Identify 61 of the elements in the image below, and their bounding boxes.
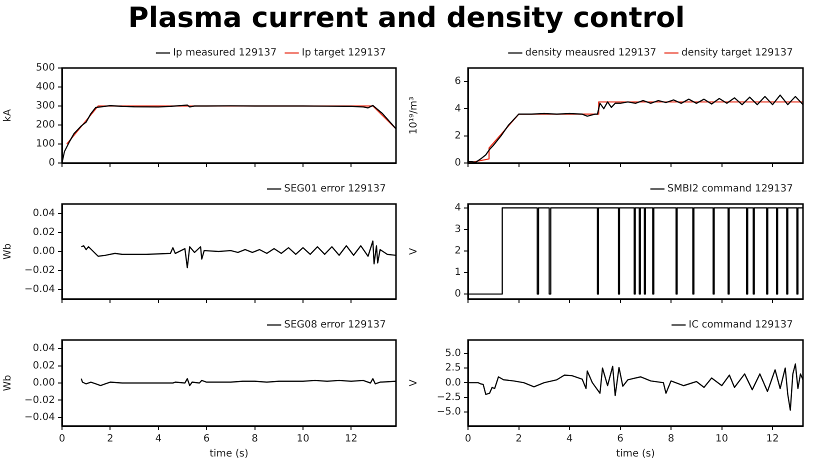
x-tick-label: 4 xyxy=(155,434,162,445)
y-tick-label: −0.04 xyxy=(24,284,55,296)
legend-label: IC command 129137 xyxy=(688,320,793,331)
x-tick-label: 10 xyxy=(296,434,310,445)
x-axis-title: time (s) xyxy=(616,448,655,460)
y-tick-label: −0.02 xyxy=(24,394,55,406)
legend-label: Ip measured 129137 xyxy=(172,48,277,59)
y-tick-label: 0.00 xyxy=(32,246,55,258)
chart-title: Plasma current and density control xyxy=(127,0,686,36)
y-tick-label: 1 xyxy=(454,267,461,278)
y-tick-label: −0.04 xyxy=(24,412,55,423)
y-tick-label: 2 xyxy=(454,246,461,257)
y-tick-label: 4 xyxy=(454,202,461,214)
y-tick-label: 4 xyxy=(454,103,461,114)
y-tick-label: 0.00 xyxy=(32,378,55,389)
y-tick-label: −2.5 xyxy=(436,392,461,403)
x-tick-label: 10 xyxy=(715,434,728,445)
y-axis-title: kA xyxy=(2,109,14,122)
y-tick-label: 3 xyxy=(454,224,461,236)
x-tick-label: 12 xyxy=(766,434,779,445)
y-tick-label: 300 xyxy=(36,100,55,112)
y-tick-label: 400 xyxy=(36,82,55,93)
y-tick-label: 500 xyxy=(36,62,55,74)
x-tick-label: 6 xyxy=(617,434,624,445)
x-tick-label: 6 xyxy=(203,434,210,445)
y-tick-label: 2.5 xyxy=(445,362,461,374)
y-tick-label: −0.02 xyxy=(24,265,55,276)
legend-label: density meausred 129137 xyxy=(525,48,656,59)
y-tick-label: 0.02 xyxy=(32,360,55,372)
x-tick-label: 12 xyxy=(344,434,358,445)
legend-label: Ip target 129137 xyxy=(302,48,386,59)
x-tick-label: 0 xyxy=(58,434,66,445)
x-tick-label: 2 xyxy=(516,434,522,445)
y-tick-label: 0 xyxy=(48,158,55,169)
y-axis-title: V xyxy=(408,248,420,255)
y-tick-label: 2 xyxy=(454,130,461,142)
y-tick-label: 0.02 xyxy=(32,227,55,238)
x-tick-label: 0 xyxy=(464,434,472,445)
y-tick-label: 0.0 xyxy=(445,377,461,388)
legend-label: SEG08 error 129137 xyxy=(284,320,386,331)
y-tick-label: 0.04 xyxy=(32,343,55,354)
y-tick-label: 6 xyxy=(454,76,461,88)
y-axis-title: 10¹⁹/m³ xyxy=(408,96,420,134)
legend-label: SMBI2 command 129137 xyxy=(667,184,794,195)
y-tick-label: 5.0 xyxy=(445,348,461,360)
legend-label: SEG01 error 129137 xyxy=(284,184,386,195)
x-tick-label: 8 xyxy=(252,434,258,445)
x-tick-label: 2 xyxy=(107,434,114,445)
y-tick-label: −5.0 xyxy=(436,406,461,418)
x-tick-label: 4 xyxy=(566,434,573,445)
x-tick-label: 8 xyxy=(668,434,674,445)
y-axis-title: Wb xyxy=(2,243,14,260)
y-tick-label: 0 xyxy=(454,158,461,169)
y-tick-label: 200 xyxy=(36,120,55,131)
y-tick-label: 0 xyxy=(454,288,461,300)
y-tick-label: 100 xyxy=(36,138,55,150)
x-axis-title: time (s) xyxy=(210,448,248,460)
y-axis-title: V xyxy=(408,379,420,386)
y-tick-label: 0.04 xyxy=(32,208,55,220)
y-axis-title: Wb xyxy=(2,374,14,392)
legend-label: density target 129137 xyxy=(681,48,794,59)
